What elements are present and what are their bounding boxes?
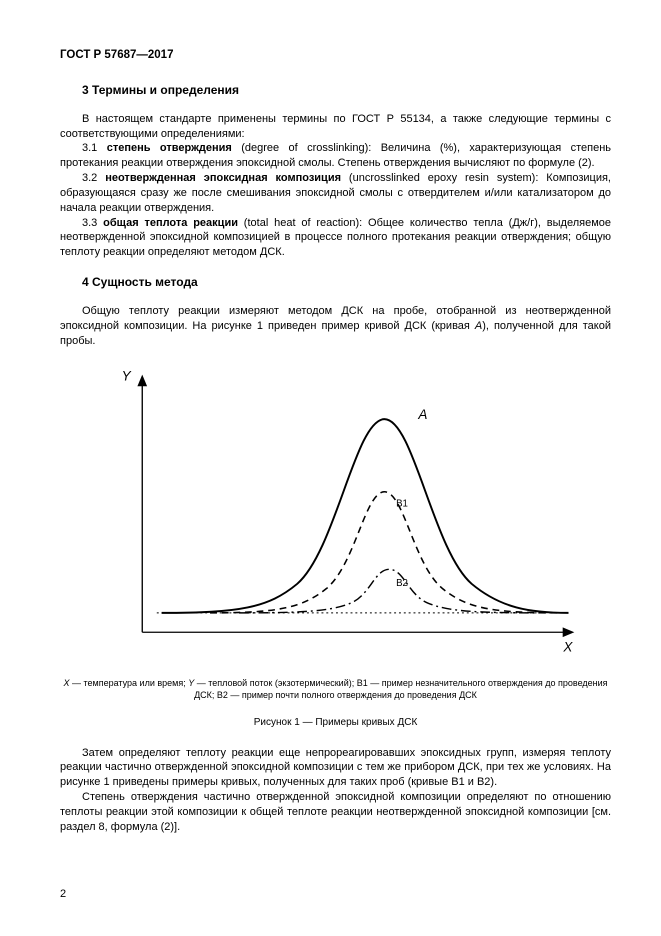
dsc-chart: Y X A B1 B2: [76, 361, 596, 671]
term-3-2: 3.2 неотвержденная эпоксидная композиция…: [60, 171, 611, 216]
cap-text: — тепловой поток (экзотермический); B1 —…: [194, 678, 607, 701]
axis-label-y: Y: [121, 368, 131, 383]
s4-p1: Общую теплоту реакции измеряют методом Д…: [60, 304, 611, 349]
term-name: общая теплота реакции: [103, 217, 238, 229]
term-num: 3.1: [82, 142, 107, 154]
section-3-title: 3 Термины и определения: [60, 82, 611, 98]
term-name: степень отверждения: [107, 142, 232, 154]
label-b1: B1: [396, 498, 408, 509]
term-num: 3.2: [82, 172, 105, 184]
arrow-x: [562, 627, 574, 637]
section-4-title: 4 Сущность метода: [60, 274, 611, 290]
s4-p2: Затем определяют теплоту реакции еще неп…: [60, 746, 611, 791]
figure-caption: X — температура или время; Y — тепловой …: [60, 677, 611, 702]
arrow-y: [137, 374, 147, 386]
term-name: неотвержденная эпоксидная композиция: [105, 172, 341, 184]
gost-header: ГОСТ Р 57687—2017: [60, 48, 611, 64]
axis-label-x: X: [562, 639, 573, 654]
label-b2: B2: [396, 578, 408, 589]
s3-intro: В настоящем стандарте применены термины …: [60, 112, 611, 142]
figure-title: Рисунок 1 — Примеры кривых ДСК: [60, 716, 611, 730]
term-3-3: 3.3 общая теплота реакции (total heat of…: [60, 216, 611, 261]
figure-1: Y X A B1 B2 X — температура или время; Y…: [60, 361, 611, 730]
document-page: ГОСТ Р 57687—2017 3 Термины и определени…: [0, 0, 661, 936]
curve-b2: [239, 569, 539, 613]
page-number: 2: [60, 887, 66, 902]
term-3-1: 3.1 степень отверждения (degree of cross…: [60, 141, 611, 171]
s4-p3: Степень отверждения частично отвержденно…: [60, 790, 611, 835]
label-a: A: [417, 407, 427, 422]
axes: [137, 374, 574, 637]
term-num: 3.3: [82, 217, 103, 229]
cap-text: — температура или время;: [70, 678, 189, 688]
curve-b1: [210, 492, 559, 613]
